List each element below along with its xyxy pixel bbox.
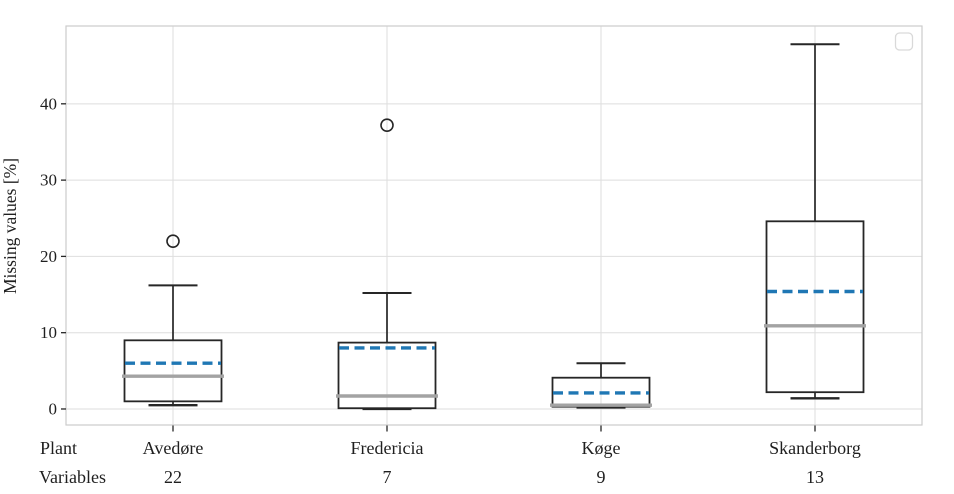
y-tick-label: 0 xyxy=(49,399,58,418)
variables-value: 22 xyxy=(164,467,182,487)
chart-render-layer: 0 10 20 30 40 Avedøre Fredericia Køge Skanderbor… xyxy=(40,25,923,487)
box-iqr xyxy=(123,339,223,403)
plot-frame xyxy=(65,25,923,426)
category-label: Køge xyxy=(582,438,621,458)
legend-box xyxy=(894,32,914,51)
variables-row-label: Variables xyxy=(39,467,106,487)
outlier-marker xyxy=(166,234,180,248)
plant-row-label: Plant xyxy=(40,438,77,458)
box-iqr xyxy=(765,220,865,394)
y-tick-label: 30 xyxy=(40,171,57,190)
y-axis-label: Missing values [%] xyxy=(0,158,20,294)
outlier-marker xyxy=(380,118,394,132)
box-iqr xyxy=(337,341,437,410)
variables-value: 9 xyxy=(597,467,606,487)
y-tick-label: 20 xyxy=(40,247,57,266)
y-tick-label: 40 xyxy=(40,94,57,113)
variables-value: 7 xyxy=(383,467,392,487)
category-label: Avedøre xyxy=(143,438,204,458)
y-tick-label: 10 xyxy=(40,323,57,342)
variables-value: 13 xyxy=(806,467,824,487)
plot-background xyxy=(66,26,922,425)
category-label: Fredericia xyxy=(351,438,424,458)
category-label: Skanderborg xyxy=(769,438,861,458)
